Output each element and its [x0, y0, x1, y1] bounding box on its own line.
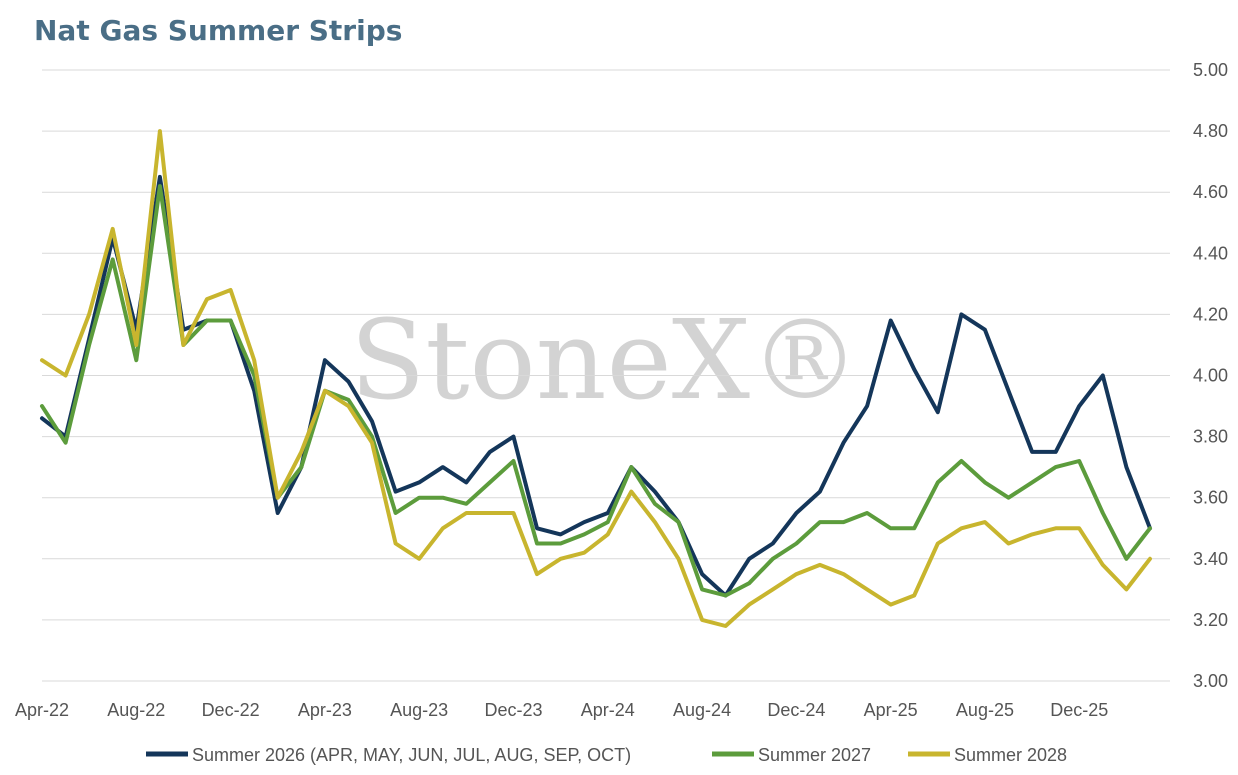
y-tick-label: 4.40	[1193, 243, 1228, 263]
legend-label: Summer 2027	[758, 745, 871, 765]
y-tick-label: 3.80	[1193, 427, 1228, 447]
series-lines	[40, 129, 1152, 628]
series-line-2	[40, 184, 1152, 598]
gridlines	[42, 69, 1170, 682]
x-tick-label: Aug-24	[673, 700, 731, 720]
y-tick-label: 5.00	[1193, 60, 1228, 80]
x-tick-label: Dec-22	[202, 700, 260, 720]
x-tick-label: Aug-23	[390, 700, 448, 720]
y-tick-label: 3.20	[1193, 610, 1228, 630]
y-tick-label: 3.00	[1193, 671, 1228, 691]
x-tick-label: Apr-25	[864, 700, 918, 720]
legend: Summer 2026 (APR, MAY, JUN, JUL, AUG, SE…	[146, 745, 1067, 765]
watermark-logo: StoneX®	[350, 296, 860, 424]
x-tick-label: Dec-25	[1050, 700, 1108, 720]
legend-label: Summer 2026 (APR, MAY, JUN, JUL, AUG, SE…	[192, 745, 631, 765]
x-tick-label: Dec-24	[767, 700, 825, 720]
y-tick-label: 3.40	[1193, 549, 1228, 569]
y-tick-label: 4.60	[1193, 182, 1228, 202]
y-tick-label: 4.80	[1193, 121, 1228, 141]
chart-title: Nat Gas Summer Strips	[34, 14, 403, 47]
x-tick-label: Apr-24	[581, 700, 635, 720]
x-tick-label: Apr-23	[298, 700, 352, 720]
x-axis-ticks: Apr-22 Aug-22 Dec-22 Apr-23 Aug-23 Dec-23 Apr-…	[15, 700, 1108, 720]
x-tick-label: Dec-23	[484, 700, 542, 720]
y-tick-label: 3.60	[1193, 488, 1228, 508]
x-tick-label: Apr-22	[15, 700, 69, 720]
y-tick-label: 4.00	[1193, 366, 1228, 386]
y-tick-label: 4.20	[1193, 304, 1228, 324]
x-tick-label: Aug-22	[107, 700, 165, 720]
x-tick-label: Aug-25	[956, 700, 1014, 720]
y-axis-ticks: 3.00 3.20 3.40 3.60 3.80 4.00 4.20 4.40 4.60 4.80…	[1193, 60, 1228, 691]
series-line-3	[40, 129, 1152, 628]
legend-label: Summer 2028	[954, 745, 1067, 765]
